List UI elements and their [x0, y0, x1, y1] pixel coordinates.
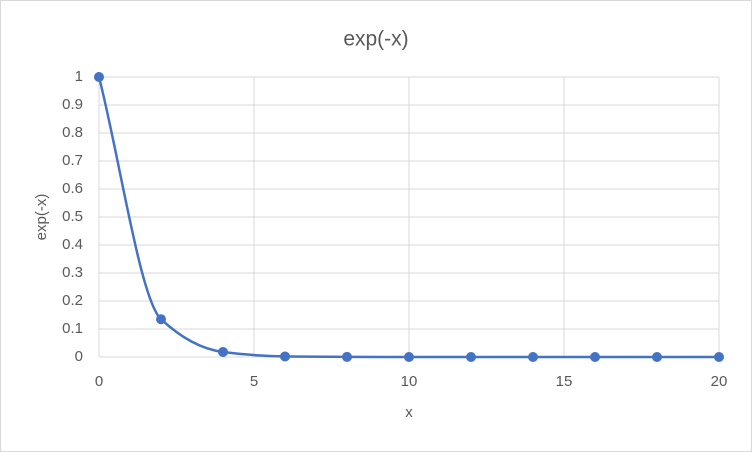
x-tick-label: 15	[556, 373, 573, 390]
x-tick-label: 5	[250, 373, 258, 390]
y-tick-label: 0	[75, 348, 83, 365]
y-tick-label: 0.5	[62, 208, 83, 225]
x-tick-label: 0	[95, 373, 103, 390]
x-tick-label: 10	[401, 373, 418, 390]
data-point	[404, 352, 414, 362]
y-tick-label: 0.8	[62, 124, 83, 141]
data-point	[218, 346, 228, 357]
data-point	[652, 352, 662, 362]
y-tick-label: 0.9	[62, 96, 83, 113]
data-point	[528, 352, 538, 362]
data-point	[466, 352, 476, 362]
y-axis-label: exp(-x)	[33, 194, 50, 241]
data-point	[714, 352, 724, 362]
y-tick-label: 1	[75, 68, 83, 85]
y-tick-label: 0.2	[62, 292, 83, 309]
data-point	[342, 351, 352, 362]
y-tick-label: 0.4	[62, 236, 83, 253]
x-axis-label: x	[405, 404, 413, 421]
x-tick-label: 20	[711, 373, 728, 390]
data-point	[280, 351, 290, 362]
data-point	[156, 314, 166, 325]
y-tick-label: 0.6	[62, 180, 83, 197]
y-tick-label: 0.1	[62, 320, 83, 337]
data-point	[94, 72, 104, 82]
y-tick-label: 0.3	[62, 264, 83, 281]
y-tick-label: 0.7	[62, 152, 83, 169]
data-point	[590, 352, 600, 362]
chart-title: exp(-x)	[343, 28, 408, 51]
